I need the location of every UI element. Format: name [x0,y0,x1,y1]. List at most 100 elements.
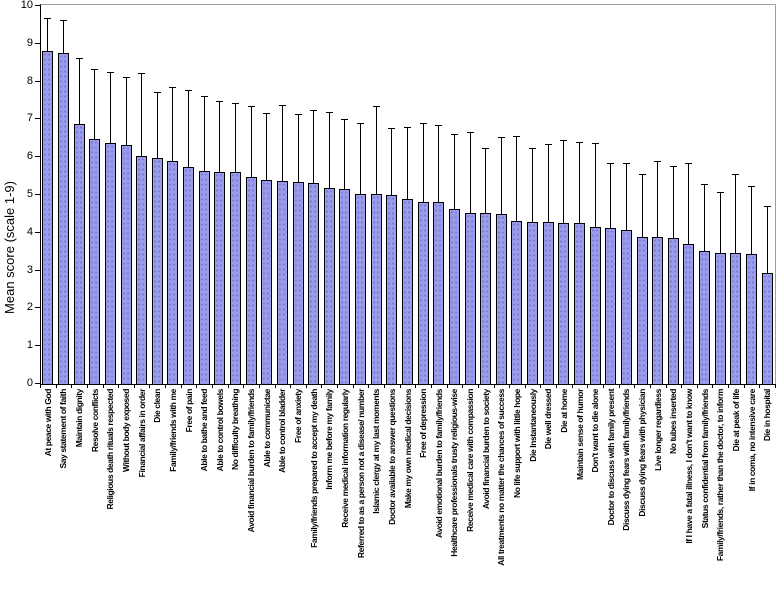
error-bar [328,112,330,189]
error-bar [407,126,408,200]
bar [323,188,335,385]
category-label-text: No life support with little hope [511,389,522,499]
x-axis-tick [446,384,448,388]
error-bar-cap [419,122,427,124]
category-label-text: Without body exposed [121,389,131,473]
error-bar [281,105,283,182]
category-label: Financial affairs in order [137,389,147,482]
error-bar [438,124,440,202]
category-label-text: If in coma, no intensive care [746,389,757,492]
error-bar-cap [263,112,271,114]
y-tick-label: 1 [26,339,33,352]
category-label: Maintain sense of humor [575,389,585,485]
category-label-text: Referred to as a person not a disease/ n… [355,389,366,559]
bar [480,213,492,385]
error-bar-cap [138,73,146,75]
x-axis-tick [587,384,589,388]
category-label-text: Status confidential from family/friends [699,389,710,529]
x-axis-tick [728,384,730,388]
y-axis-tick [35,345,40,347]
y-axis-tick [35,194,40,195]
x-axis-tick [102,384,104,388]
category-label-text: Healthcare professionals trusty religiou… [449,389,460,557]
x-axis-tick [165,384,167,388]
bar [761,272,773,385]
bar [574,223,586,385]
category-label: Religious death rituals respected [105,389,115,514]
category-label-text: Make my own medical decisions [402,389,413,509]
error-bar-cap [482,148,490,150]
category-label-text: Die at peak of life [730,389,741,452]
error-bar [219,101,221,173]
error-bar-cap [450,133,458,135]
category-label: At peace with God [43,389,53,461]
error-bar [532,147,534,222]
bar [652,237,664,385]
x-axis-tick [681,384,683,388]
x-axis-tick [290,384,292,388]
y-axis-tick [35,42,40,44]
error-bar [500,136,502,214]
category-label-text: No difficulty breathing [230,389,241,470]
y-axis-tick [35,5,40,6]
bar [402,199,413,385]
x-axis-tick [493,384,495,388]
error-bar-cap [669,165,677,167]
x-axis-tick [540,384,542,388]
bar [136,156,148,385]
error-bar [579,142,581,224]
bar [464,212,476,385]
x-axis-tick [243,384,245,388]
error-bar-cap [622,162,630,164]
category-label-text: Family/friends prepared to accept my dea… [308,389,319,548]
category-label: Don't want to die alone [590,389,600,478]
category-label: Islamic clergy at my last moments [371,389,381,519]
error-bar [313,110,315,183]
category-label-text: Family/friends with me [167,389,178,472]
error-bar [672,165,674,238]
category-label-text: Don't want to die alone [590,389,601,473]
category-label: Discuss dying fears with physician [637,389,647,522]
error-bar [391,128,393,195]
x-axis-tick [321,384,323,388]
y-tick-label: 4 [26,225,33,238]
category-label-text: Able to control bowels [214,389,225,472]
x-axis-tick [368,384,370,388]
category-label: Maintain dignity [74,389,84,452]
category-label: All treatments no matter the chances of … [496,389,506,571]
error-bar [188,90,190,168]
category-label-text: Avoid emotional burden to family/friends [433,389,444,538]
category-label-text: Inform me before my family [324,389,335,490]
bar [57,53,69,385]
category-label-text: Die clean [152,389,163,423]
category-label: No tubes inserted [668,389,678,459]
category-label-text: Free of depression [418,389,429,458]
error-bar [422,122,424,202]
error-bar-cap [716,191,724,193]
x-axis-tick [274,384,276,388]
y-axis-tick [35,156,40,158]
error-bar [47,18,49,52]
error-bar [297,113,299,182]
bar [683,243,695,385]
bar [589,226,601,385]
category-label: No difficulty breathing [230,389,240,475]
category-label: Free of pain [184,389,194,437]
category-label-text: Resolve conflicts [89,389,100,453]
bar [339,189,351,385]
category-label-text: Able to communictae [261,389,272,468]
category-label: Die in hospital [762,389,772,446]
x-axis-tick [712,384,714,388]
x-axis-tick [556,384,558,388]
category-label-text: Die Instantaneously [527,389,538,462]
error-bar [62,20,64,53]
category-label-text: Discuss dying fears with physician [637,389,648,517]
y-axis-tick [35,307,40,309]
bar [214,172,226,385]
error-bar [688,162,690,244]
bar [42,51,54,385]
category-label-text: Die at home [558,389,569,433]
y-axis-tick [35,383,40,384]
category-label-text: Avoid financial burden to society [480,389,491,510]
error-bar-cap [388,128,396,130]
